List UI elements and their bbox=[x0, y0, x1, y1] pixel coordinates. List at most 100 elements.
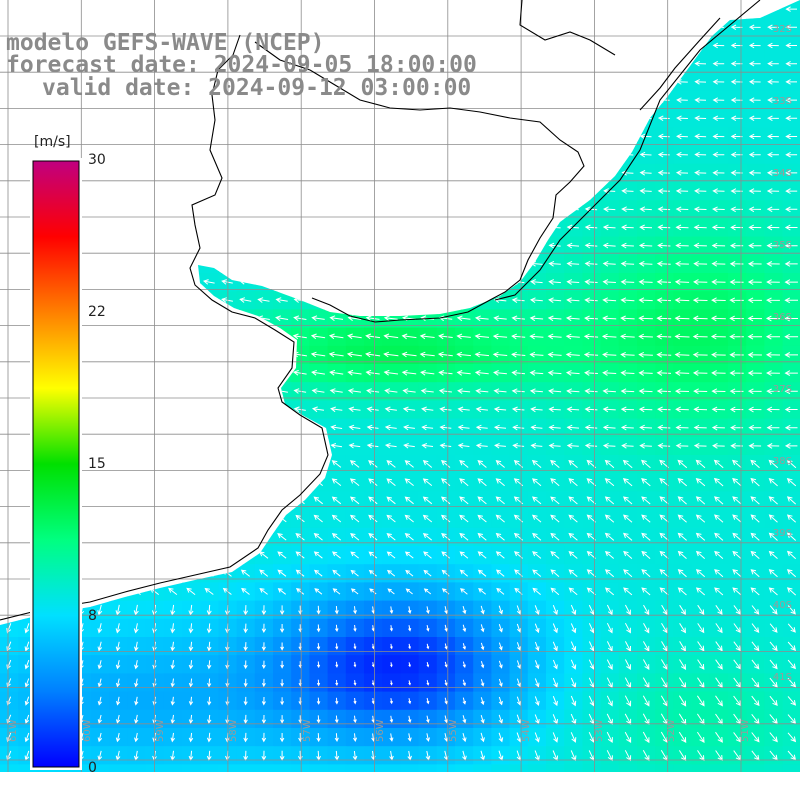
wind-arrow bbox=[238, 370, 252, 376]
wind-arrow bbox=[547, 315, 562, 322]
wind-arrow bbox=[166, 151, 179, 158]
lat-label: 41S bbox=[772, 672, 792, 683]
forecast-date: forecast date: 2024-09-05 18:00:00 bbox=[6, 52, 477, 78]
wind-arrow bbox=[638, 406, 653, 413]
wind-arrow bbox=[257, 151, 270, 158]
wind-cell bbox=[0, 491, 19, 511]
wind-arrow bbox=[93, 133, 106, 139]
wind-arrow bbox=[602, 424, 616, 431]
wind-arrow bbox=[166, 351, 179, 358]
wind-arrow bbox=[422, 478, 433, 486]
wind-arrow bbox=[552, 696, 558, 707]
wind-arrow bbox=[710, 315, 726, 322]
wind-arrow bbox=[603, 6, 616, 12]
wind-cell bbox=[327, 145, 347, 165]
wind-arrow bbox=[695, 569, 706, 578]
wind-arrow bbox=[312, 279, 324, 285]
wind-arrow bbox=[494, 97, 506, 103]
wind-arrow bbox=[657, 242, 671, 249]
wind-arrow bbox=[441, 551, 451, 559]
wind-arrow bbox=[75, 133, 88, 139]
wind-arrow bbox=[130, 115, 142, 121]
wind-arrow bbox=[439, 279, 452, 285]
wind-arrow bbox=[530, 206, 543, 212]
wind-arrow bbox=[494, 242, 506, 249]
wind-arrow bbox=[75, 24, 88, 30]
wind-arrow bbox=[693, 388, 708, 395]
wind-arrow bbox=[243, 642, 248, 652]
wind-arrow bbox=[457, 188, 470, 194]
wind-arrow bbox=[313, 551, 323, 559]
wind-cell bbox=[182, 273, 201, 292]
wind-arrow bbox=[348, 115, 361, 121]
wind-arrow bbox=[365, 351, 381, 358]
wind-cell bbox=[691, 18, 711, 37]
wind-cell bbox=[382, 145, 401, 165]
wind-arrow bbox=[258, 460, 269, 468]
wind-cell bbox=[254, 254, 274, 274]
wind-cell bbox=[291, 273, 310, 292]
wind-arrow bbox=[293, 279, 306, 285]
wind-arrow bbox=[697, 623, 705, 634]
wind-arrow bbox=[347, 333, 362, 340]
wind-arrow bbox=[492, 333, 508, 340]
wind-cell bbox=[400, 109, 420, 128]
wind-arrow bbox=[166, 297, 179, 303]
wind-arrow bbox=[112, 406, 124, 412]
wind-cell bbox=[309, 182, 329, 201]
wind-arrow bbox=[475, 170, 488, 176]
wind-arrow bbox=[656, 279, 671, 285]
wind-arrow bbox=[747, 388, 762, 395]
wind-arrow bbox=[240, 478, 251, 486]
coastline bbox=[0, 0, 761, 621]
wind-cell bbox=[163, 218, 183, 238]
wind-arrow bbox=[274, 369, 289, 376]
wind-arrow bbox=[674, 333, 690, 340]
wind-cell bbox=[418, 0, 438, 19]
wind-arrow bbox=[712, 206, 725, 213]
wind-cell bbox=[491, 236, 511, 256]
wind-arrow bbox=[186, 587, 196, 595]
wind-arrow bbox=[748, 206, 762, 213]
wind-arrow bbox=[677, 514, 687, 523]
wind-arrow bbox=[621, 42, 634, 49]
wind-cell bbox=[582, 163, 602, 183]
wind-arrow bbox=[111, 333, 124, 340]
wind-cell bbox=[382, 236, 401, 256]
wind-cell bbox=[200, 236, 219, 256]
wind-arrow bbox=[330, 151, 343, 158]
wind-arrow bbox=[729, 297, 744, 304]
wind-arrow bbox=[768, 514, 778, 523]
wind-arrow bbox=[421, 406, 434, 413]
wind-arrow bbox=[511, 333, 526, 340]
wind-arrow bbox=[24, 696, 30, 706]
wind-arrow bbox=[766, 388, 780, 395]
wind-arrow bbox=[186, 533, 196, 541]
wind-arrow bbox=[275, 24, 288, 30]
wind-cell bbox=[163, 291, 183, 310]
wind-arrow bbox=[188, 714, 194, 724]
wind-arrow bbox=[475, 188, 488, 194]
wind-arrow bbox=[441, 569, 450, 577]
wind-arrow bbox=[548, 42, 561, 49]
wind-arrow bbox=[444, 715, 448, 724]
lat-label: 37S bbox=[772, 384, 792, 395]
wind-arrow bbox=[475, 388, 489, 394]
wind-arrow bbox=[548, 260, 561, 267]
wind-arrow bbox=[240, 551, 251, 559]
wind-arrow bbox=[585, 170, 597, 176]
wind-cell bbox=[236, 546, 256, 565]
lon-label: 56W bbox=[375, 719, 386, 742]
wind-arrow bbox=[566, 133, 579, 140]
wind-cell bbox=[400, 0, 420, 19]
wind-arrow bbox=[787, 732, 797, 743]
wind-cell bbox=[91, 109, 110, 128]
wind-arrow bbox=[534, 605, 540, 616]
wind-cell bbox=[527, 54, 547, 74]
wind-arrow bbox=[710, 333, 726, 340]
wind-arrow bbox=[310, 333, 326, 340]
wind-cell bbox=[473, 254, 492, 274]
wind-arrow bbox=[386, 478, 396, 486]
wind-cell bbox=[509, 18, 529, 37]
wind-cell bbox=[582, 91, 602, 110]
